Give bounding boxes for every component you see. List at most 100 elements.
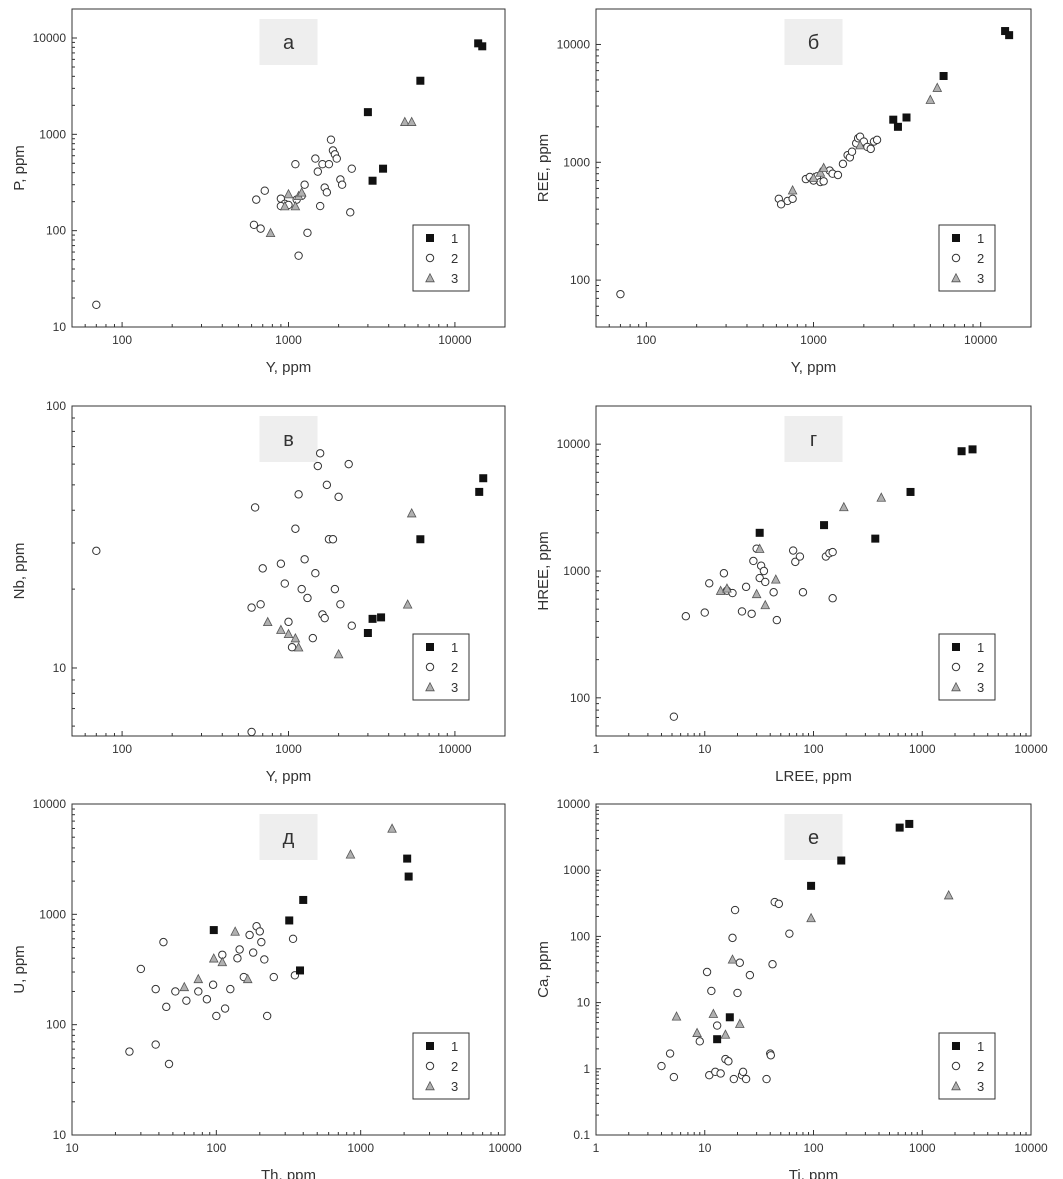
chart-panel-1: 100 1000 10000 10 100 1000 10000 Y, ppm P, ppm а 1… (11, 8, 506, 376)
series-2-points (616, 132, 882, 299)
data-point-series-1 (871, 534, 880, 543)
data-point-series-3 (276, 624, 286, 634)
data-point-series-2 (328, 535, 338, 544)
data-point-series-2 (269, 972, 278, 982)
data-point-series-2 (755, 573, 764, 583)
chart-panel-2: 100 1000 10000 100 1000 10000 Y, ppm REE, ppm б 1… (535, 8, 1032, 376)
legend-box (938, 224, 996, 292)
legend-label: 1 (977, 640, 984, 655)
data-point-series-2 (247, 603, 256, 612)
data-point-series-2 (774, 899, 784, 909)
data-point-series-2 (92, 300, 101, 310)
data-point-series-2 (280, 579, 289, 588)
legend-label: 2 (977, 1059, 984, 1074)
data-point-series-1 (299, 895, 308, 904)
data-point-series-2 (92, 546, 101, 556)
data-point-series-3 (838, 501, 849, 512)
y-tick-label: 10 (577, 996, 591, 1010)
data-point-series-3 (770, 574, 781, 584)
y-tick-label: 10000 (33, 31, 67, 45)
data-point-series-2 (308, 633, 318, 643)
legend-label: 1 (451, 1039, 458, 1054)
data-point-series-2 (772, 615, 782, 625)
series-2-points (92, 135, 356, 310)
x-axis-title: Y, ppm (791, 359, 837, 376)
data-point-series-2 (313, 461, 323, 471)
data-point-series-3 (387, 823, 397, 833)
panel-letter-background (259, 416, 318, 462)
panel-letter-background (259, 814, 318, 860)
x-tick-label: 1000 (800, 333, 827, 347)
legend-label: 1 (451, 231, 458, 246)
legend-box (938, 633, 996, 701)
data-point-series-2 (749, 556, 758, 566)
data-point-series-2 (872, 135, 882, 145)
legend-label: 3 (977, 680, 984, 695)
legend-label: 1 (977, 231, 984, 246)
data-point-series-2 (256, 600, 265, 609)
data-point-series-3 (242, 973, 253, 984)
data-point-series-2 (320, 613, 329, 623)
y-tick-label: 100 (46, 1018, 66, 1032)
data-point-series-1 (403, 854, 412, 863)
chart-panel-5: 10 100 1000 10000 10 100 1000 10000 Th, ppm U, pp… (11, 797, 522, 1179)
data-point-series-2 (702, 967, 712, 977)
data-point-series-2 (828, 547, 837, 557)
x-tick-label: 1000 (275, 333, 302, 347)
data-point-series-1 (368, 614, 377, 623)
data-point-series-2 (795, 552, 805, 561)
series-1-points (363, 39, 487, 185)
data-point-series-1 (905, 819, 914, 828)
x-tick-label: 10 (65, 1141, 79, 1155)
data-point-series-2 (256, 224, 265, 233)
data-point-series-2 (838, 159, 848, 169)
data-point-series-2 (300, 555, 309, 564)
x-tick-label: 1 (593, 742, 600, 756)
data-point-series-2 (738, 1067, 748, 1077)
data-point-series-2 (665, 1049, 675, 1058)
data-point-series-2 (291, 159, 300, 169)
data-point-series-2 (716, 1069, 725, 1078)
data-point-series-3 (262, 616, 273, 627)
series-1-points (363, 474, 488, 637)
data-point-series-2 (730, 905, 740, 915)
legend: 1 2 3 (938, 224, 996, 292)
legend: 1 2 3 (412, 633, 470, 701)
data-point-series-2 (235, 945, 244, 954)
data-point-series-2 (346, 208, 355, 217)
x-tick-label: 10 (698, 742, 712, 756)
x-tick-label: 1 (593, 1141, 600, 1155)
data-point-series-3 (208, 953, 219, 963)
legend-label: 3 (977, 1079, 984, 1094)
x-tick-label: 10000 (488, 1141, 522, 1155)
data-point-series-2 (712, 1021, 722, 1030)
data-point-series-3 (296, 187, 307, 197)
data-point-series-2 (260, 955, 269, 964)
legend-marker-3 (425, 681, 435, 692)
panel-letter: е (808, 827, 819, 849)
series-3-points (671, 889, 954, 1039)
data-point-series-3 (815, 167, 826, 177)
chart-panel-3: 100 1000 10000 10 100 Y, ppm Nb, ppm в 1 2 3 (11, 399, 506, 785)
data-point-series-2 (164, 1059, 174, 1069)
data-point-series-2 (337, 180, 347, 189)
data-point-series-3 (293, 642, 304, 652)
y-tick-label: 10000 (557, 797, 591, 811)
data-point-series-3 (279, 200, 290, 211)
data-point-series-3 (754, 543, 765, 553)
data-point-series-2 (759, 566, 769, 576)
data-point-series-3 (402, 599, 413, 609)
data-point-series-2 (288, 934, 298, 944)
data-point-series-3 (708, 1008, 719, 1018)
data-point-series-2 (233, 954, 242, 963)
data-point-series-2 (260, 186, 269, 195)
data-point-series-2 (182, 996, 191, 1005)
data-point-series-1 (902, 113, 911, 122)
y-tick-label: 10 (53, 1128, 67, 1142)
y-tick-label: 100 (570, 929, 590, 943)
data-point-series-1 (906, 487, 915, 496)
x-tick-label: 100 (112, 742, 132, 756)
legend-box (412, 633, 470, 701)
